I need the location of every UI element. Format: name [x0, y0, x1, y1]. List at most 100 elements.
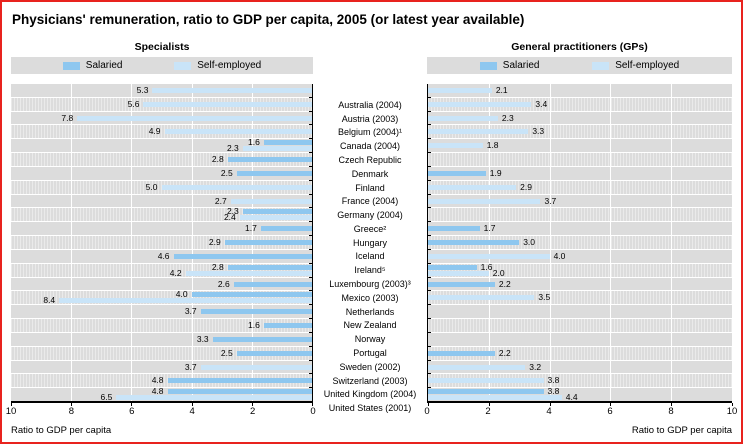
- axis-tick: [11, 403, 12, 406]
- value-label: 2.3: [501, 112, 514, 123]
- bar-row: 3.7: [428, 195, 732, 209]
- legend-label-self-employed: Self-employed: [615, 60, 680, 71]
- value-label: 2.9: [208, 237, 221, 248]
- value-label: 2.5: [220, 167, 233, 178]
- axis-tick-label: 4: [189, 406, 195, 417]
- country-label: Portugal: [353, 347, 387, 358]
- bar-salaried: [167, 378, 312, 384]
- country-label: United States (2001): [328, 403, 412, 414]
- bar-row: 5.6: [11, 97, 312, 112]
- value-label: 2.2: [498, 347, 511, 358]
- axis-tick-label: 6: [129, 406, 135, 417]
- legend-label-salaried: Salaried: [85, 60, 123, 71]
- bar-row: 7.8: [11, 112, 312, 126]
- legend-item-salaried: Salaried: [62, 60, 123, 71]
- bar-row: 3.7: [11, 305, 312, 320]
- bar-salaried: [200, 309, 312, 315]
- country-label: Norway: [354, 334, 386, 345]
- bar-self-employed: [428, 253, 550, 259]
- legend-swatch-salaried: [479, 61, 497, 70]
- value-label: 2.8: [211, 154, 224, 165]
- axis-tick: [610, 403, 612, 406]
- value-label: 4.8: [151, 375, 164, 386]
- bar-row: 2.7: [11, 195, 312, 209]
- bar-salaried: [224, 240, 312, 246]
- value-label: 4.0: [553, 250, 566, 261]
- country-labels: Australia (2004) Austria (2003) Belgium (2…: [313, 98, 427, 415]
- bar-self-employed: [185, 270, 312, 276]
- axis-specialists: 10 8 6 4 2 0: [6, 406, 316, 419]
- bar-salaried: [428, 170, 486, 176]
- bar-self-employed: [116, 395, 312, 401]
- value-label: 4.0: [175, 289, 188, 300]
- bar-salaried: [227, 264, 312, 270]
- bar-row: 2.6: [11, 278, 312, 292]
- axis-caption-left: Ratio to GDP per capita: [11, 425, 112, 436]
- axis-tick: [428, 403, 429, 406]
- value-label: 1.6: [480, 261, 493, 272]
- bar-row: [428, 153, 732, 167]
- country-label: Sweden (2002): [339, 361, 401, 372]
- value-label: 7.8: [61, 112, 74, 123]
- country-labels-column: Australia (2004) Austria (2003) Belgium (2…: [313, 40, 427, 419]
- bar-salaried: [428, 281, 495, 287]
- axis-tick-label: 0: [424, 406, 430, 417]
- legend-item-salaried: Salaried: [479, 60, 539, 71]
- bar-row: [428, 208, 732, 223]
- bar-self-employed: [239, 215, 312, 221]
- bar-row: 3.8: [428, 374, 732, 389]
- bar-salaried: [236, 350, 312, 356]
- bar-row: 3.4: [428, 97, 732, 112]
- value-label: 2.7: [214, 195, 227, 206]
- legend-label-self-employed: Self-employed: [197, 60, 262, 71]
- legend-gps: Salaried Self-employed: [427, 57, 732, 74]
- gridline: [71, 84, 73, 401]
- panel-title-gps: General practitioners (GPs): [511, 41, 648, 53]
- chart-grid: Specialists Salaried Self-employed 5.3 5.…: [6, 40, 738, 419]
- bar-salaried: [233, 281, 312, 287]
- bar-salaried: [191, 292, 312, 298]
- legend-specialists: Salaried Self-employed: [11, 57, 313, 74]
- value-label: 8.4: [43, 295, 56, 306]
- axis-caption-right: Ratio to GDP per capita: [631, 425, 732, 436]
- bar-self-employed: [428, 198, 541, 204]
- bar-row: 4.9: [11, 125, 312, 140]
- axis-tick-label: 8: [68, 406, 75, 417]
- panel-specialists: Specialists Salaried Self-employed 5.3 5.…: [6, 40, 316, 419]
- bar-self-employed: [164, 129, 312, 135]
- value-label: 2.3: [226, 206, 239, 217]
- bar-row: 4.0: [428, 250, 732, 264]
- plot-gps: 2.1 3.4 2.3 3.3 1.8 1.9 2.9 3.7 1.7 3.0 4.0 1.6 2.0 2…: [427, 84, 733, 406]
- bar-salaried: [263, 323, 312, 329]
- country-label: Ireland⁵: [354, 265, 386, 276]
- country-label: Luxembourg (2003)³: [329, 279, 411, 290]
- bar-self-employed: [428, 295, 535, 301]
- country-label: Greece²: [353, 223, 387, 234]
- country-label: Iceland: [355, 251, 385, 262]
- bar-row: 1.6: [11, 319, 312, 333]
- value-label: 5.0: [145, 181, 158, 192]
- value-label: 3.7: [184, 306, 197, 317]
- bar-self-employed: [428, 115, 498, 121]
- axis-tick: [191, 403, 193, 406]
- value-label: 5.3: [136, 85, 149, 95]
- legend-swatch-self-employed: [592, 61, 610, 70]
- axis-tick-label: 8: [668, 406, 674, 417]
- value-label: 4.4: [565, 392, 578, 403]
- bar-row: 2.3: [428, 112, 732, 126]
- axis-tick-label: 10: [5, 406, 17, 417]
- value-label: 4.8: [151, 386, 164, 397]
- bar-salaried: [236, 170, 312, 176]
- axis-tick-label: 4: [546, 406, 552, 417]
- value-label: 3.3: [196, 333, 209, 344]
- bar-row: 3.3: [428, 125, 732, 140]
- bar-row: 5.0: [11, 180, 312, 195]
- bar-salaried: [428, 350, 495, 356]
- value-label: 4.9: [148, 126, 161, 137]
- panel-gps: General practitioners (GPs) Salaried Sel…: [424, 40, 737, 419]
- value-label: 1.7: [483, 223, 496, 234]
- bar-row: [428, 305, 732, 320]
- country-label: Netherlands: [345, 306, 395, 317]
- country-label: Australia (2004): [338, 99, 402, 110]
